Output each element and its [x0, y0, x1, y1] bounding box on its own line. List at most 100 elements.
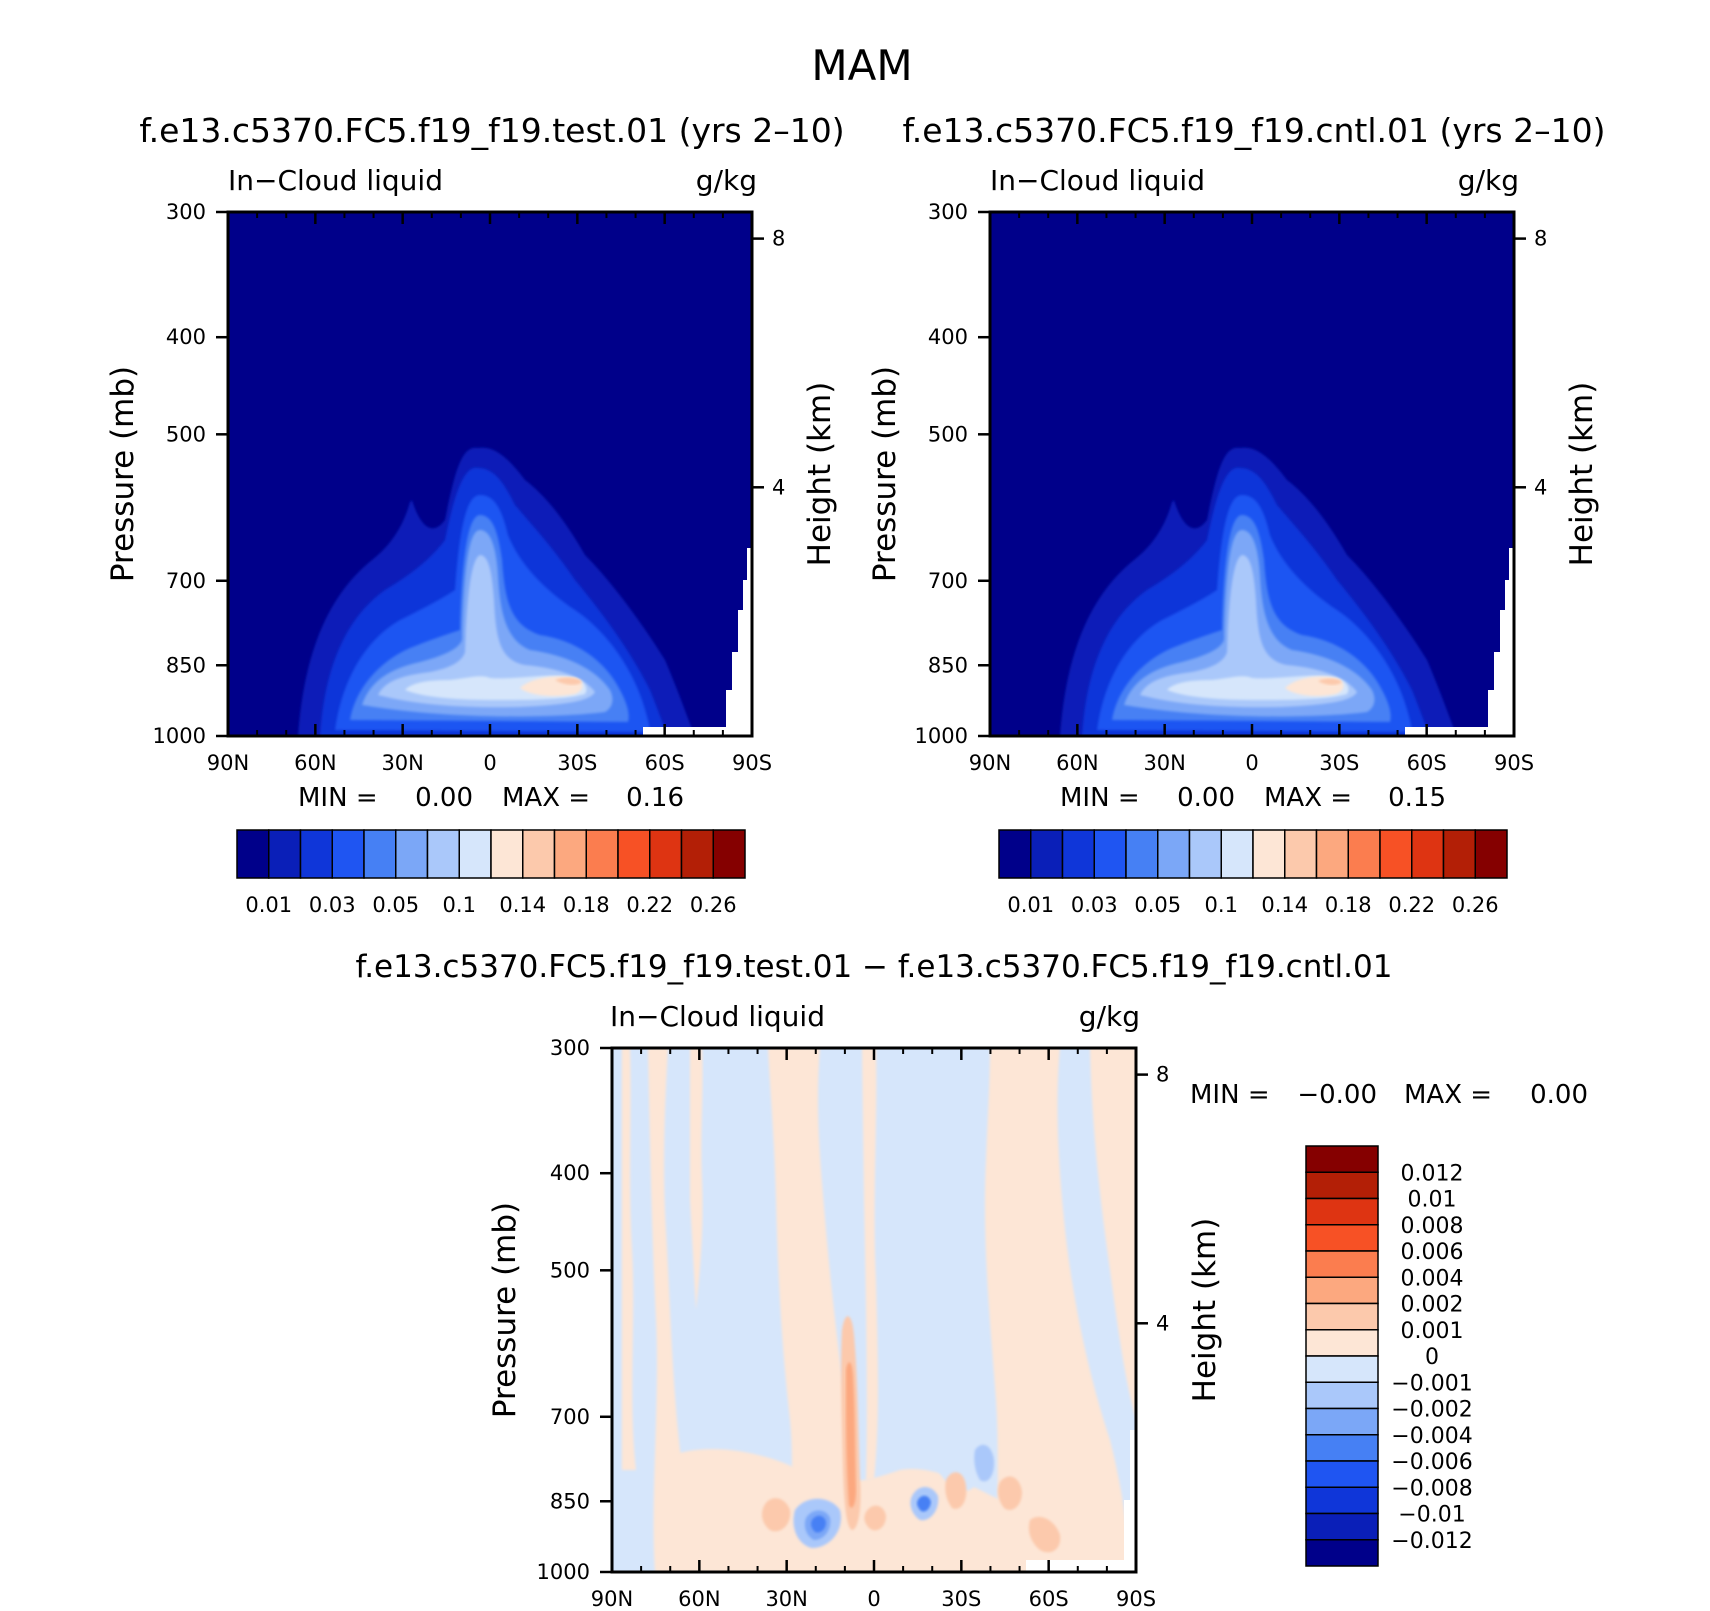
panel-title: f.e13.c5370.FC5.f19_f19.cntl.01 (yrs 2–1…	[903, 111, 1606, 150]
colorbar-swatch	[1305, 1302, 1379, 1331]
y-right-tick-label: 8	[1156, 1063, 1169, 1087]
colorbar-label: 0.004	[1401, 1266, 1464, 1291]
x-tick-label: 90S	[1494, 751, 1534, 775]
x-tick-label: 30N	[1143, 751, 1185, 775]
colorbar-swatch	[1305, 1355, 1379, 1383]
panel-diff: f.e13.c5370.FC5.f19_f19.test.01 − f.e13.…	[356, 949, 1588, 1611]
x-tick-label: 60S	[645, 751, 685, 775]
positive-band	[648, 1048, 689, 1572]
contour-field	[228, 212, 752, 736]
y-tick-label: 1000	[915, 724, 968, 748]
colorbar-swatch	[426, 829, 460, 879]
colorbar-swatch	[1305, 1539, 1379, 1567]
max-value: 0.16	[626, 783, 684, 813]
y-tick-label: 300	[166, 200, 206, 224]
y-tick-label: 300	[928, 200, 968, 224]
colorbar-swatch	[331, 829, 365, 879]
units-label: g/kg	[1079, 1000, 1140, 1033]
y-right-tick-label: 4	[1156, 1311, 1169, 1335]
colorbar: 0.01 0.03 0.05 0.1 0.14 0.18 0.22 0.26	[998, 829, 1508, 917]
positive-band	[984, 1048, 1128, 1572]
colorbar-label: −0.002	[1391, 1398, 1472, 1423]
y-axis: 300 400 500 700 850 1000 8 4	[537, 1036, 1170, 1584]
positive-core	[945, 1472, 967, 1509]
colorbar-label: 0.008	[1401, 1214, 1464, 1239]
x-tick-label: 90N	[969, 751, 1011, 775]
y-tick-label: 500	[928, 422, 968, 446]
contour-field	[612, 1048, 1136, 1572]
x-axis: 90N 60N 30N 0 30S 60S 90S	[207, 212, 772, 775]
colorbar-label: 0.01	[245, 893, 292, 917]
x-tick-label: 90S	[732, 751, 772, 775]
y-tick-label: 400	[550, 1161, 590, 1185]
positive-core	[997, 1476, 1022, 1511]
variable-label: In−Cloud liquid	[610, 1000, 825, 1033]
panel-cntl: f.e13.c5370.FC5.f19_f19.cntl.01 (yrs 2–1…	[867, 111, 1605, 917]
panel-title: f.e13.c5370.FC5.f19_f19.test.01 (yrs 2–1…	[139, 111, 844, 150]
max-value: 0.15	[1388, 783, 1446, 813]
colorbar-swatch	[1305, 1276, 1379, 1305]
negative-lobe	[930, 1421, 986, 1491]
y-axis-right-title: Height (km)	[802, 382, 838, 567]
y-tick-label: 850	[928, 653, 968, 677]
y-tick-label: 500	[550, 1258, 590, 1282]
max-value: 0.00	[1530, 1080, 1588, 1110]
x-tick-label: 0	[867, 1587, 880, 1611]
x-tick-label: 90N	[207, 751, 249, 775]
units-label: g/kg	[696, 164, 757, 197]
colorbar-label: 0.18	[1325, 893, 1372, 917]
positive-band	[768, 1048, 850, 1572]
contour-level-6	[1140, 555, 1357, 708]
x-axis: 90N 60N 30N 0 30S 60S 90S	[591, 1048, 1156, 1611]
x-axis: 90N 60N 30N 0 30S 60S 90S	[969, 212, 1534, 775]
y-axis-right-title: Height (km)	[1187, 1218, 1223, 1403]
y-tick-label: 700	[166, 569, 206, 593]
negative-lobe	[974, 1444, 995, 1482]
colorbar-label: 0.14	[499, 893, 546, 917]
x-tick-label: 90N	[591, 1587, 633, 1611]
contour-level-7b	[425, 685, 442, 694]
x-tick-label: 0	[1245, 751, 1258, 775]
colorbar-label: −0.008	[1391, 1476, 1472, 1501]
colorbar-swatch	[1442, 829, 1476, 879]
colorbar-swatch	[1030, 829, 1064, 879]
contour-field	[990, 212, 1514, 736]
colorbar-label: 0.26	[1452, 893, 1499, 917]
variable-label: In−Cloud liquid	[228, 164, 443, 197]
x-tick-label: 30S	[1319, 751, 1359, 775]
colorbar-swatch	[1305, 1171, 1379, 1200]
y-right-tick-label: 4	[1534, 475, 1547, 499]
contour-level-6	[378, 555, 595, 708]
colorbar-swatch	[1252, 829, 1286, 879]
y-tick-label: 1000	[537, 1560, 590, 1584]
y-tick-label: 1000	[153, 724, 206, 748]
positive-core	[762, 1498, 791, 1532]
positive-band	[862, 1048, 878, 1480]
missing-data-region	[643, 548, 752, 736]
x-tick-label: 30N	[765, 1587, 807, 1611]
min-label: MIN =	[1190, 1080, 1270, 1110]
colorbar-swatch	[1157, 829, 1191, 879]
max-label: MAX =	[502, 783, 590, 813]
y-axis-title: Pressure (mb)	[867, 366, 903, 582]
positive-band	[660, 1449, 1110, 1572]
colorbar-swatch	[268, 829, 302, 879]
y-tick-label: 400	[928, 325, 968, 349]
season-title: MAM	[811, 41, 912, 90]
y-axis-title: Pressure (mb)	[487, 1202, 523, 1418]
contour-level-7b	[1208, 687, 1224, 696]
colorbar-swatch	[1125, 829, 1159, 879]
colorbar-label: −0.006	[1391, 1450, 1472, 1475]
colorbar: 0.0120.010.0080.0060.0040.0020.0010−0.00…	[1305, 1145, 1473, 1567]
max-label: MAX =	[1404, 1080, 1492, 1110]
contour-level-9	[1318, 678, 1342, 685]
positive-band	[622, 1048, 636, 1470]
colorbar-swatch	[1093, 829, 1127, 879]
colorbar-swatch	[1305, 1145, 1379, 1173]
colorbar-swatch	[1305, 1512, 1379, 1541]
x-tick-label: 60N	[678, 1587, 720, 1611]
x-tick-label: 0	[483, 751, 496, 775]
colorbar-swatch	[1305, 1250, 1379, 1278]
y-axis: 300 400 500 700 850 1000 8 4	[153, 200, 786, 748]
